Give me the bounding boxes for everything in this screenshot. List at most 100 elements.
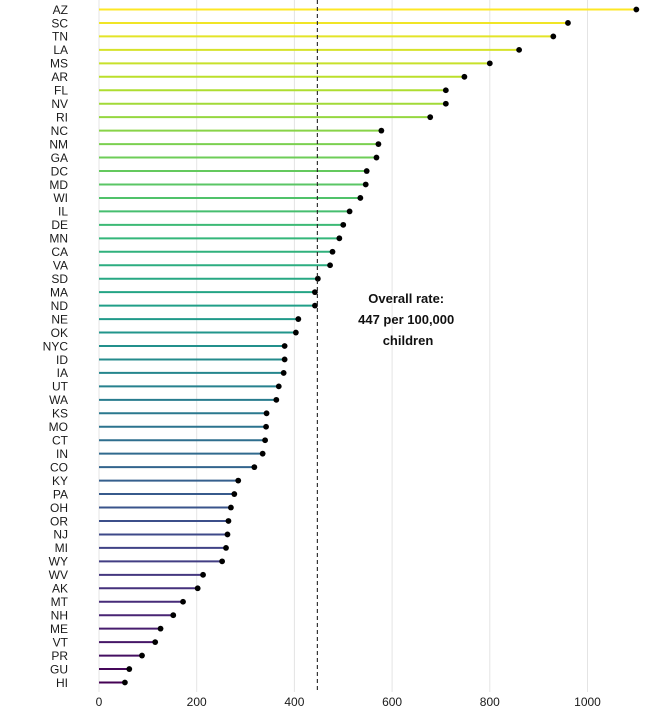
grid-lines	[98, 0, 588, 692]
dot-CO	[251, 464, 258, 471]
dot-HI	[121, 679, 128, 686]
dot-MS	[486, 60, 493, 67]
category-label-MS: MS	[50, 57, 68, 71]
dot-SD	[314, 275, 321, 282]
dot-IN	[259, 450, 266, 457]
category-label-SD: SD	[51, 272, 68, 286]
category-label-OR: OR	[50, 514, 68, 528]
dot-VA	[327, 262, 333, 269]
category-label-KS: KS	[52, 407, 68, 421]
dot-DE	[340, 221, 347, 228]
category-label-NYC: NYC	[43, 339, 69, 353]
dot-GA	[373, 154, 380, 161]
dot-NE	[295, 316, 302, 322]
dot-KS	[263, 410, 270, 417]
category-label-MO: MO	[49, 420, 68, 434]
category-label-NC: NC	[51, 124, 69, 138]
category-label-WY: WY	[49, 555, 68, 569]
category-label-AK: AK	[52, 582, 68, 596]
category-label-RI: RI	[56, 110, 68, 124]
annotation-line-3: children	[383, 333, 434, 348]
category-label-PA: PA	[53, 487, 68, 501]
category-label-MD: MD	[49, 178, 68, 192]
dot-WV	[200, 571, 206, 578]
category-label-OK: OK	[51, 326, 68, 340]
dot-KY	[235, 477, 242, 484]
dot-TN	[550, 33, 557, 40]
dot-UT	[275, 383, 282, 390]
category-label-NV: NV	[51, 97, 68, 111]
category-label-KY: KY	[52, 474, 68, 488]
dot-IA	[280, 370, 287, 376]
category-label-WA: WA	[49, 393, 68, 407]
dot-MT	[180, 598, 186, 605]
category-label-CA: CA	[51, 245, 68, 259]
category-label-HI: HI	[56, 676, 68, 690]
lollipop-stems	[99, 8, 637, 684]
category-label-GU: GU	[50, 662, 68, 676]
dot-FL	[442, 87, 449, 94]
category-label-MT: MT	[51, 595, 69, 609]
category-label-NE: NE	[51, 312, 68, 326]
dot-VT	[152, 639, 159, 646]
x-tick-label: 1000	[574, 695, 601, 709]
category-label-CT: CT	[52, 434, 69, 448]
dot-RI	[427, 114, 434, 121]
dot-WA	[273, 396, 280, 403]
lollipop-dots	[121, 6, 640, 686]
dot-AZ	[633, 6, 640, 13]
dot-MO	[263, 423, 269, 430]
dot-DC	[363, 168, 370, 174]
category-label-WV: WV	[49, 568, 68, 582]
category-label-MA: MA	[50, 285, 68, 299]
dot-OR	[225, 518, 232, 524]
category-label-VT: VT	[53, 635, 69, 649]
category-label-DC: DC	[51, 164, 69, 178]
dot-OH	[227, 504, 234, 511]
dot-PR	[139, 652, 145, 659]
dot-SC	[565, 20, 571, 26]
category-label-NM: NM	[49, 137, 68, 151]
x-tick-labels: 0 200 400 600 800 1000	[96, 695, 602, 709]
dot-NYC	[281, 343, 288, 349]
dot-WY	[219, 558, 226, 565]
annotation-line-1: Overall rate:	[368, 291, 444, 306]
dot-IL	[346, 208, 353, 215]
category-label-IN: IN	[56, 447, 68, 461]
category-label-UT: UT	[52, 380, 69, 394]
dot-GU	[126, 666, 133, 672]
x-tick-label: 200	[187, 695, 207, 709]
category-label-WI: WI	[53, 191, 68, 205]
category-label-NH: NH	[51, 609, 68, 623]
category-labels: AZSCTNLAMSARFLNVRINCNMGADCMDWIILDEMNCAVA…	[43, 3, 69, 690]
category-label-LA: LA	[53, 43, 68, 57]
dot-NJ	[224, 531, 231, 538]
category-label-AR: AR	[51, 70, 68, 84]
dot-ND	[312, 302, 318, 309]
dot-AR	[461, 73, 468, 80]
category-label-VA: VA	[53, 259, 68, 273]
dot-AK	[194, 585, 201, 592]
category-label-AZ: AZ	[53, 3, 68, 17]
category-label-PR: PR	[51, 649, 68, 663]
category-label-NJ: NJ	[53, 528, 68, 542]
category-label-CO: CO	[50, 460, 68, 474]
dot-MN	[336, 235, 343, 242]
dot-LA	[516, 46, 523, 53]
x-tick-label: 0	[96, 695, 103, 709]
x-tick-label: 400	[284, 695, 304, 709]
dot-MD	[362, 181, 369, 188]
category-label-MN: MN	[49, 232, 68, 246]
dot-MI	[223, 545, 229, 551]
dot-NC	[378, 127, 385, 134]
dot-OK	[292, 329, 299, 336]
category-label-TN: TN	[52, 30, 68, 44]
dot-NH	[170, 612, 177, 619]
category-label-ND: ND	[51, 299, 69, 313]
dot-NV	[442, 100, 449, 107]
category-label-GA: GA	[51, 151, 68, 165]
overall-rate-annotation: Overall rate: 447 per 100,000 children	[358, 291, 458, 348]
x-tick-label: 800	[480, 695, 500, 709]
dot-MA	[312, 289, 318, 296]
